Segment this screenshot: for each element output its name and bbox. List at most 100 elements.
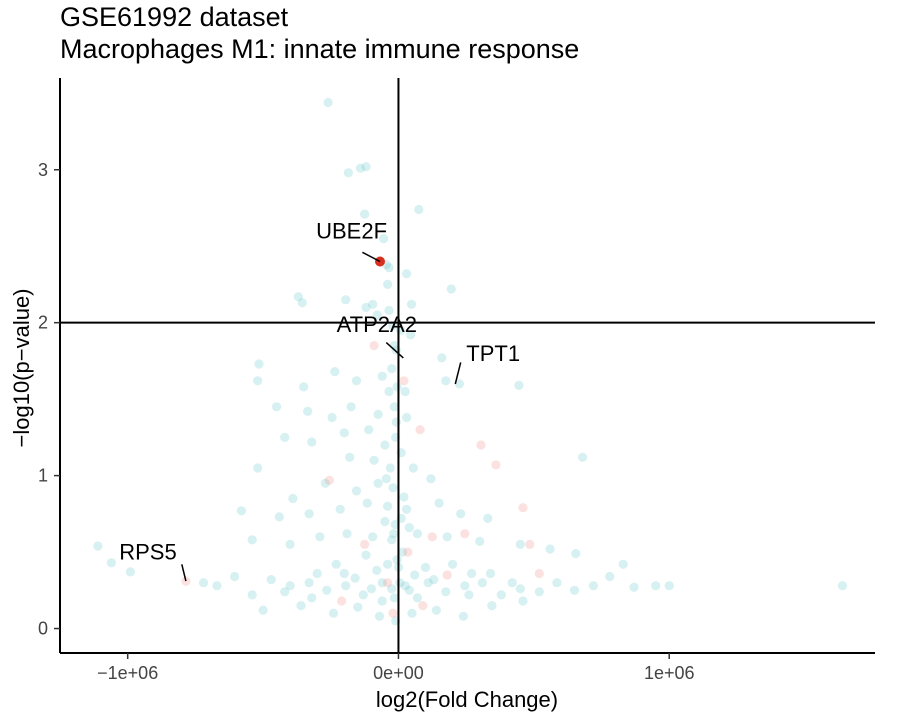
data-point-teal xyxy=(420,562,431,573)
chart-title: GSE61992 dataset xyxy=(60,2,289,32)
data-point-teal xyxy=(247,535,257,545)
data-point-teal xyxy=(414,204,424,215)
data-point-salmon xyxy=(383,578,393,588)
data-point-salmon xyxy=(427,532,437,542)
data-point-teal xyxy=(303,406,313,416)
data-point-teal xyxy=(361,302,371,312)
chart-subtitle: Macrophages M1: innate immune response xyxy=(60,34,580,64)
data-point-teal xyxy=(412,593,422,603)
data-point-teal xyxy=(377,371,387,381)
data-point-teal xyxy=(837,581,848,591)
data-point-teal xyxy=(483,513,493,524)
data-point-teal xyxy=(380,440,390,450)
data-point-teal xyxy=(93,541,103,551)
y-axis-title: −log10(p−value) xyxy=(9,288,34,447)
data-point-salmon xyxy=(418,601,428,611)
data-point-teal xyxy=(351,376,362,386)
data-point-teal xyxy=(441,587,451,597)
data-point-teal xyxy=(351,486,362,496)
data-point-teal xyxy=(507,578,517,588)
data-point-teal xyxy=(320,478,330,488)
data-point-teal xyxy=(372,565,382,576)
data-point-teal xyxy=(408,463,418,473)
axes-layer: −1e+06 0e+00 1e+06 0 1 2 3 xyxy=(38,78,875,683)
data-point-teal xyxy=(402,504,412,514)
data-point-teal xyxy=(125,567,135,577)
data-point-teal xyxy=(198,578,209,588)
data-point-teal xyxy=(391,417,401,427)
data-point-teal xyxy=(384,386,394,397)
data-point-teal xyxy=(391,345,401,355)
data-point-salmon xyxy=(534,568,544,579)
data-point-teal xyxy=(384,305,394,315)
data-point-teal xyxy=(485,568,496,579)
data-point-teal xyxy=(323,97,333,108)
data-point-teal xyxy=(397,547,408,557)
data-point-teal xyxy=(388,483,398,493)
data-point-teal xyxy=(341,295,351,305)
data-point-teal xyxy=(552,578,562,588)
data-point-teal xyxy=(360,209,370,219)
data-point-teal xyxy=(362,498,372,508)
data-point-salmon xyxy=(399,376,409,386)
data-point-teal xyxy=(377,596,387,606)
data-point-teal xyxy=(253,463,263,473)
data-point-teal xyxy=(651,581,661,591)
data-point-teal xyxy=(385,463,395,473)
data-point-teal xyxy=(400,581,410,591)
data-point-teal xyxy=(343,168,353,178)
x-tick-label: −1e+06 xyxy=(97,663,158,683)
data-point-salmon xyxy=(491,460,501,470)
data-point-teal xyxy=(299,382,309,392)
data-point-teal xyxy=(426,474,436,484)
gene-label: UBE2F xyxy=(316,219,387,244)
points-layer xyxy=(93,97,848,626)
data-point-teal xyxy=(383,559,393,569)
data-point-teal xyxy=(605,571,615,582)
data-point-teal xyxy=(368,299,378,309)
data-point-teal xyxy=(280,432,290,442)
data-point-teal xyxy=(389,402,399,412)
data-point-salmon xyxy=(360,539,370,550)
data-point-salmon xyxy=(388,608,398,618)
data-point-teal xyxy=(384,263,394,273)
data-point-teal xyxy=(467,568,477,579)
data-point-teal xyxy=(569,585,580,595)
data-point-teal xyxy=(442,532,452,542)
data-point-teal xyxy=(353,602,363,612)
data-point-teal xyxy=(477,578,487,588)
data-point-teal xyxy=(212,581,222,591)
data-point-teal xyxy=(368,532,378,542)
data-point-salmon xyxy=(369,341,379,351)
data-point-teal xyxy=(297,298,307,308)
data-point-teal xyxy=(355,163,366,173)
data-point-teal xyxy=(464,590,474,600)
data-point-teal xyxy=(342,529,352,539)
data-point-teal xyxy=(258,605,268,615)
data-point-teal xyxy=(285,539,295,550)
data-point-teal xyxy=(515,539,525,550)
data-point-teal xyxy=(629,582,639,592)
y-tick-label: 0 xyxy=(38,619,48,639)
data-point-teal xyxy=(373,409,383,419)
data-point-teal xyxy=(545,544,555,554)
data-point-teal xyxy=(534,587,544,597)
data-point-teal xyxy=(304,578,314,588)
data-point-teal xyxy=(458,611,468,621)
data-point-teal xyxy=(230,571,240,582)
data-point-salmon xyxy=(518,503,528,513)
labels-layer: UBE2F ATP2A2 TPT1 RPS5 xyxy=(119,219,520,582)
x-tick-label: 0e+00 xyxy=(373,663,424,683)
data-point-teal xyxy=(423,578,433,588)
data-point-teal xyxy=(437,353,447,363)
data-point-teal xyxy=(402,269,412,279)
data-point-teal xyxy=(285,581,295,591)
label-connector xyxy=(454,362,462,385)
data-point-teal xyxy=(339,568,349,579)
data-point-teal xyxy=(387,535,397,545)
data-point-teal xyxy=(364,425,374,435)
data-point-teal xyxy=(399,492,409,502)
data-point-salmon xyxy=(324,475,334,485)
data-point-teal xyxy=(406,299,417,309)
